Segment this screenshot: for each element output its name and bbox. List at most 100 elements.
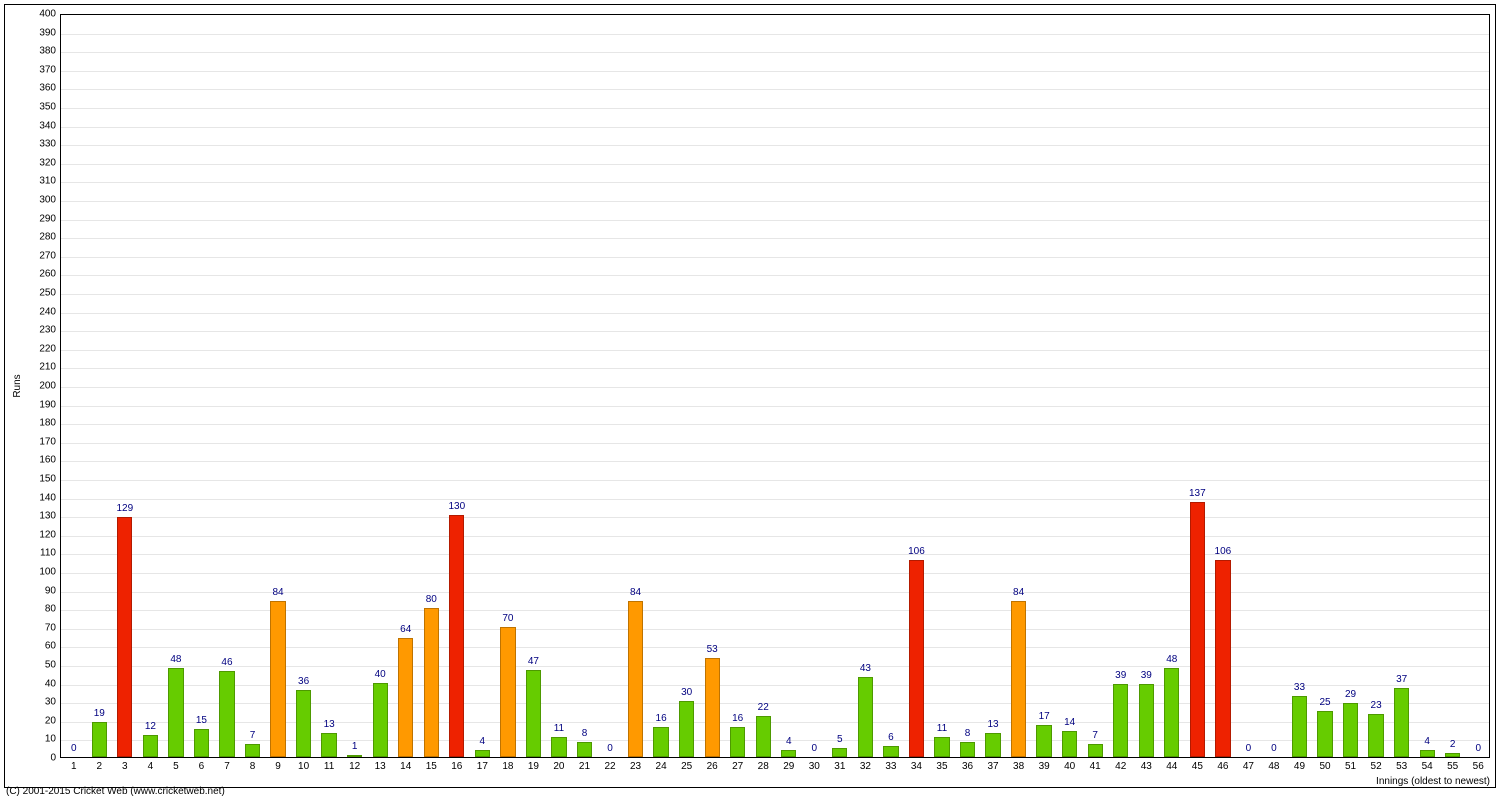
bar-value-label: 64 <box>400 624 411 635</box>
bar <box>424 608 439 757</box>
bar <box>143 735 158 757</box>
bar-value-label: 14 <box>1064 717 1075 728</box>
bar <box>756 716 771 757</box>
y-tick-label: 270 <box>30 250 56 261</box>
x-tick-label: 55 <box>1447 761 1458 772</box>
gridline <box>61 71 1489 72</box>
x-tick-label: 50 <box>1319 761 1330 772</box>
x-tick-label: 25 <box>681 761 692 772</box>
bar-value-label: 84 <box>630 587 641 598</box>
bar <box>679 701 694 757</box>
y-tick-label: 380 <box>30 46 56 57</box>
x-tick-label: 56 <box>1473 761 1484 772</box>
bar <box>1190 502 1205 757</box>
x-tick-label: 6 <box>199 761 205 772</box>
gridline <box>61 294 1489 295</box>
gridline <box>61 406 1489 407</box>
y-tick-label: 60 <box>30 641 56 652</box>
bar-value-label: 48 <box>170 654 181 665</box>
gridline <box>61 127 1489 128</box>
bar-value-label: 5 <box>837 734 843 745</box>
x-tick-label: 44 <box>1166 761 1177 772</box>
gridline <box>61 182 1489 183</box>
bar-value-label: 15 <box>196 715 207 726</box>
x-tick-label: 51 <box>1345 761 1356 772</box>
x-tick-label: 16 <box>451 761 462 772</box>
x-tick-label: 52 <box>1371 761 1382 772</box>
bar-value-label: 53 <box>707 644 718 655</box>
bar-value-label: 0 <box>812 743 818 754</box>
bar-value-label: 29 <box>1345 689 1356 700</box>
bar <box>1368 714 1383 757</box>
x-tick-label: 35 <box>936 761 947 772</box>
y-tick-label: 140 <box>30 492 56 503</box>
bar-value-label: 4 <box>1424 736 1430 747</box>
gridline <box>61 313 1489 314</box>
y-tick-label: 300 <box>30 195 56 206</box>
bar-value-label: 6 <box>888 732 894 743</box>
y-tick-label: 210 <box>30 362 56 373</box>
bar <box>373 683 388 757</box>
bar <box>194 729 209 757</box>
bar <box>1088 744 1103 757</box>
bar-value-label: 4 <box>480 736 486 747</box>
x-tick-label: 8 <box>250 761 256 772</box>
y-tick-label: 70 <box>30 622 56 633</box>
bar <box>628 601 643 757</box>
x-tick-label: 13 <box>375 761 386 772</box>
bar-value-label: 25 <box>1319 697 1330 708</box>
bar <box>1317 711 1332 758</box>
y-tick-label: 310 <box>30 176 56 187</box>
innings-runs-chart: 0119212931244851564677884936101311112401… <box>0 0 1500 800</box>
bar-value-label: 0 <box>1271 743 1277 754</box>
bar-value-label: 2 <box>1450 739 1456 750</box>
gridline <box>61 461 1489 462</box>
gridline <box>61 554 1489 555</box>
bar-value-label: 7 <box>1092 730 1098 741</box>
bar-value-label: 48 <box>1166 654 1177 665</box>
x-tick-label: 2 <box>97 761 103 772</box>
bar <box>730 727 745 757</box>
y-tick-label: 160 <box>30 455 56 466</box>
x-tick-label: 7 <box>224 761 230 772</box>
gridline <box>61 220 1489 221</box>
gridline <box>61 145 1489 146</box>
y-tick-label: 10 <box>30 734 56 745</box>
bar <box>347 755 362 757</box>
bar-value-label: 106 <box>1215 546 1232 557</box>
gridline <box>61 89 1489 90</box>
gridline <box>61 238 1489 239</box>
gridline <box>61 480 1489 481</box>
y-tick-label: 230 <box>30 325 56 336</box>
x-tick-label: 23 <box>630 761 641 772</box>
y-tick-label: 390 <box>30 27 56 38</box>
x-tick-label: 33 <box>885 761 896 772</box>
y-tick-label: 360 <box>30 83 56 94</box>
x-tick-label: 5 <box>173 761 179 772</box>
gridline <box>61 573 1489 574</box>
y-tick-label: 150 <box>30 474 56 485</box>
bar-value-label: 0 <box>607 743 613 754</box>
bar <box>1343 703 1358 757</box>
bar-value-label: 33 <box>1294 682 1305 693</box>
bar <box>526 670 541 757</box>
bar <box>1445 753 1460 757</box>
y-tick-label: 40 <box>30 678 56 689</box>
x-tick-label: 15 <box>426 761 437 772</box>
x-tick-label: 26 <box>707 761 718 772</box>
y-tick-label: 240 <box>30 306 56 317</box>
x-tick-label: 47 <box>1243 761 1254 772</box>
bar <box>500 627 515 757</box>
x-tick-label: 32 <box>860 761 871 772</box>
gridline <box>61 536 1489 537</box>
x-tick-label: 22 <box>604 761 615 772</box>
gridline <box>61 52 1489 53</box>
bar-value-label: 11 <box>937 723 947 734</box>
bar <box>1420 750 1435 757</box>
x-tick-label: 27 <box>732 761 743 772</box>
bar-value-label: 36 <box>298 676 309 687</box>
bar-value-label: 16 <box>732 713 743 724</box>
y-tick-label: 290 <box>30 213 56 224</box>
bar-value-label: 37 <box>1396 674 1407 685</box>
y-tick-label: 120 <box>30 529 56 540</box>
